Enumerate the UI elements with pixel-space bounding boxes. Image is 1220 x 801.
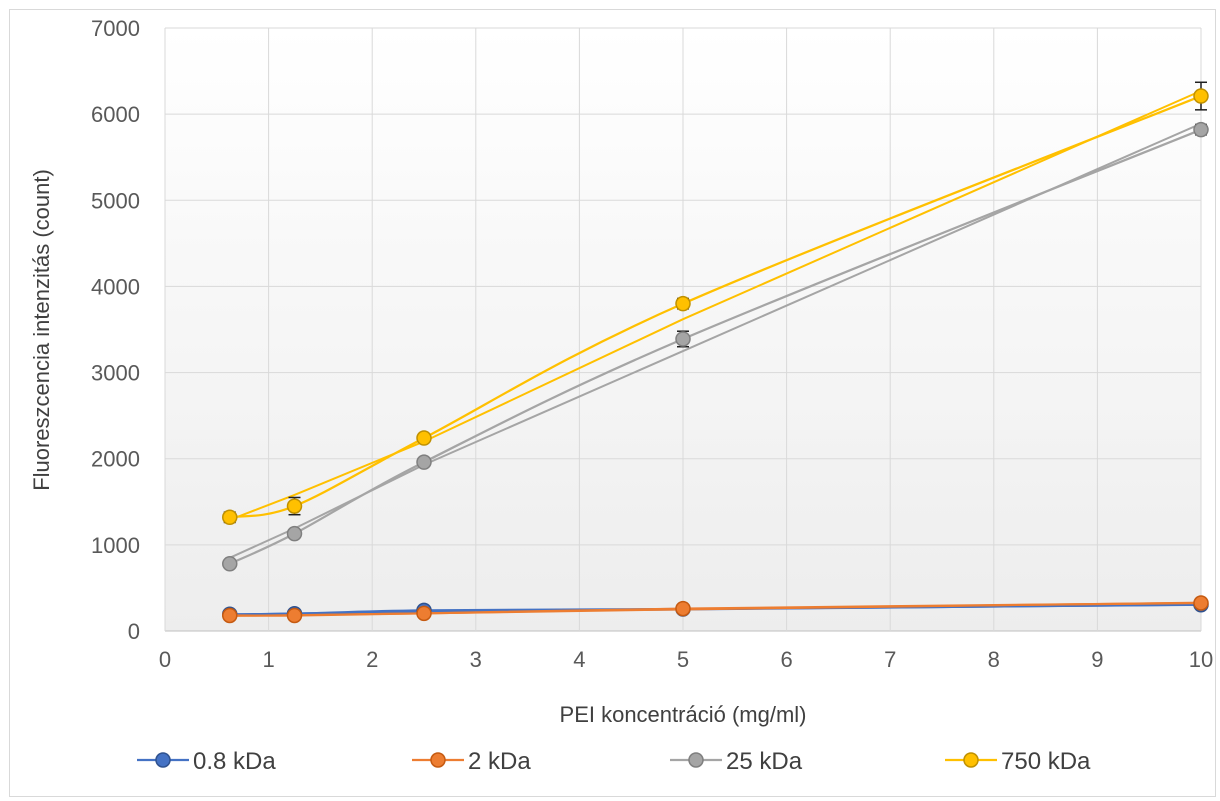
y-tick-label: 6000 (91, 102, 140, 127)
data-point (1193, 121, 1209, 138)
x-tick-label: 4 (573, 647, 585, 672)
x-tick-label: 6 (780, 647, 792, 672)
y-axis-title: Fluoreszcencia intenzitás (count) (29, 169, 54, 491)
data-point (222, 607, 238, 624)
series-25-kda (222, 121, 1209, 572)
data-point (416, 430, 432, 446)
series-group (222, 81, 1209, 624)
x-tick-label: 0 (159, 647, 171, 672)
y-tick-label: 1000 (91, 533, 140, 558)
legend-label: 2 kDa (468, 748, 531, 775)
legend-marker (430, 752, 446, 768)
x-tick-label: 1 (262, 647, 274, 672)
legend-label: 0.8 kDa (193, 748, 276, 775)
data-point (675, 600, 691, 617)
data-point (222, 556, 238, 572)
x-tick-label: 7 (884, 647, 896, 672)
x-axis-title: PEI koncentráció (mg/ml) (560, 702, 807, 727)
data-point (286, 498, 303, 514)
series-2-kda (222, 595, 1209, 624)
y-tick-label: 2000 (91, 447, 140, 472)
x-tick-label: 3 (470, 647, 482, 672)
x-tick-label: 10 (1189, 647, 1213, 672)
x-tick-label: 5 (677, 647, 689, 672)
x-tick-label: 9 (1091, 647, 1103, 672)
y-tick-label: 7000 (91, 16, 140, 41)
data-point (286, 607, 303, 624)
legend-marker (963, 752, 979, 768)
y-tick-label: 0 (128, 619, 140, 644)
x-tick-label: 8 (988, 647, 1000, 672)
legend-label: 750 kDa (1001, 748, 1091, 775)
x-tick-labels: 0 1 2 3 4 5 6 7 8 9 10 (159, 647, 1213, 672)
x-tick-label: 2 (366, 647, 378, 672)
series-750-kda (222, 81, 1209, 526)
y-tick-label: 3000 (91, 361, 140, 386)
data-point (416, 605, 432, 622)
gridlines (164, 27, 1202, 632)
data-point (1193, 595, 1209, 611)
data-point (416, 454, 432, 470)
data-point (222, 509, 238, 526)
legend-marker (688, 752, 704, 768)
y-tick-labels: 0 1000 2000 3000 4000 5000 6000 7000 (91, 16, 140, 644)
legend-item-3: 25 kDa (670, 748, 803, 775)
legend-item-2: 2 kDa (412, 748, 531, 775)
data-point (1193, 88, 1209, 104)
data-point (675, 331, 691, 347)
legend-label: 25 kDa (726, 748, 803, 775)
legend-marker (155, 752, 171, 768)
data-point (675, 295, 691, 312)
legend-item-1: 0.8 kDa (137, 748, 276, 775)
legend: 0.8 kDa 2 kDa 25 kDa 750 kDa (137, 748, 1091, 775)
y-tick-label: 5000 (91, 188, 140, 213)
legend-item-4: 750 kDa (945, 748, 1091, 775)
y-tick-label: 4000 (91, 274, 140, 299)
data-point (286, 525, 303, 542)
